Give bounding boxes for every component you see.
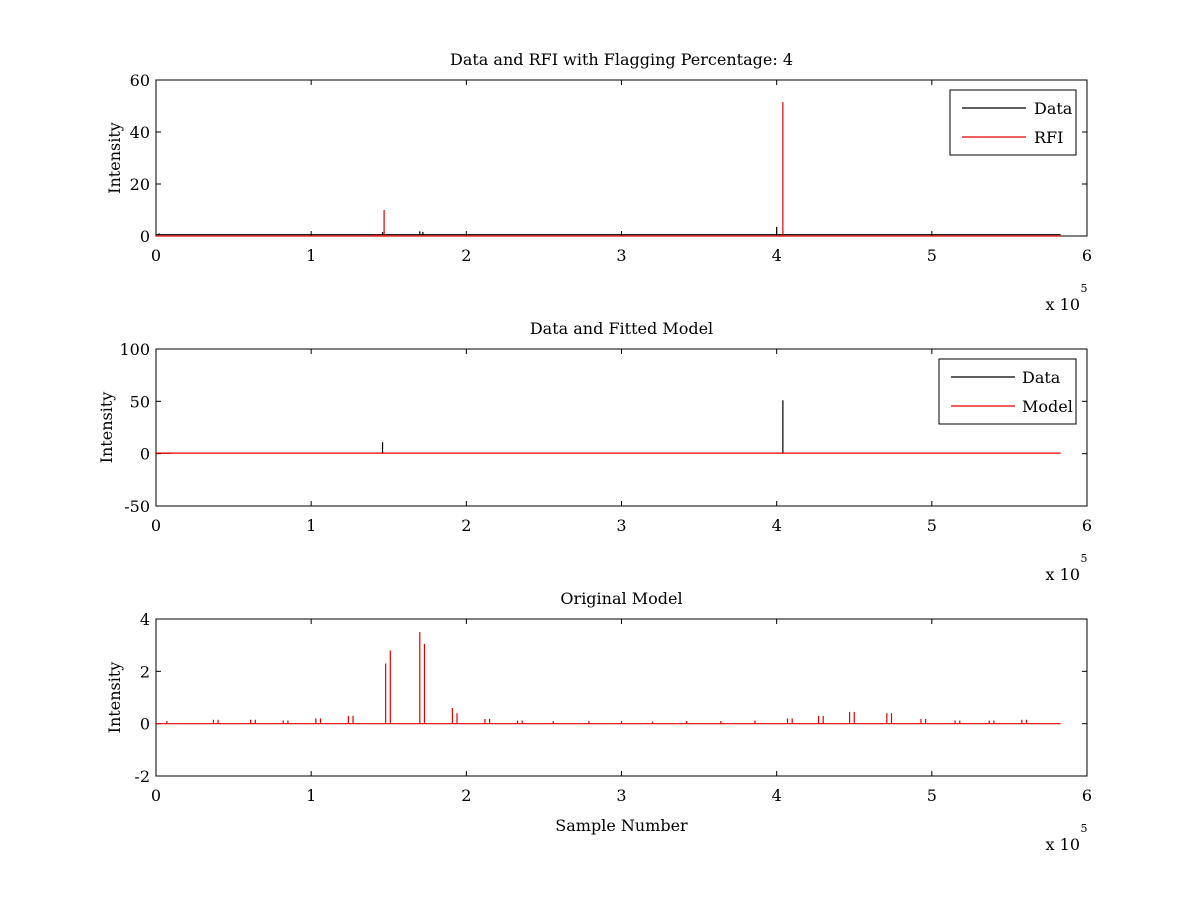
x-tick-label: 3	[616, 786, 626, 805]
x-tick-label: 1	[306, 246, 316, 265]
x-tick-label: 3	[616, 516, 626, 535]
legend-label: Data	[1034, 99, 1073, 118]
x-scale-exponent: 5	[1081, 552, 1088, 565]
y-tick-label: 0	[140, 445, 150, 464]
x-tick-label: 3	[616, 246, 626, 265]
x-scale-multiplier: x 10	[1046, 835, 1080, 854]
x-tick-label: 5	[927, 246, 937, 265]
legend-box	[938, 358, 1077, 425]
y-tick-label: 60	[130, 71, 150, 90]
x-tick-label: 0	[151, 246, 161, 265]
subplot-1: Data and RFI with Flagging Percentage: 4…	[105, 50, 1092, 314]
legend-label: Data	[1022, 368, 1061, 387]
y-tick-label: 0	[140, 227, 150, 246]
x-tick-label: 6	[1082, 516, 1092, 535]
chart-title: Data and Fitted Model	[530, 319, 713, 338]
x-tick-label: 4	[772, 786, 782, 805]
y-tick-label: 4	[140, 610, 150, 629]
legend-label: Model	[1022, 397, 1073, 416]
x-scale-exponent: 5	[1081, 282, 1088, 295]
legend-box	[949, 89, 1077, 156]
series-rfi	[156, 102, 1061, 237]
y-tick-label: 20	[130, 175, 150, 194]
y-axis-label: Intensity	[105, 662, 124, 734]
y-tick-label: 2	[140, 662, 150, 681]
x-scale-multiplier: x 10	[1046, 565, 1080, 584]
x-tick-label: 1	[306, 786, 316, 805]
legend: Data RFI	[949, 89, 1077, 156]
x-tick-label: 6	[1082, 786, 1092, 805]
y-tick-label: 40	[130, 123, 150, 142]
plot-area	[155, 618, 1088, 777]
x-tick-label: 0	[151, 786, 161, 805]
y-tick-label: -2	[134, 767, 150, 786]
x-axis-label: Sample Number	[555, 816, 688, 835]
legend: Data Model	[938, 358, 1077, 425]
y-tick-label: 100	[119, 340, 150, 359]
x-scale-exponent: 5	[1081, 822, 1088, 835]
y-tick-label: -50	[124, 497, 150, 516]
y-axis-label: Intensity	[105, 122, 124, 194]
x-scale-multiplier: x 10	[1046, 295, 1080, 314]
chart-title: Original Model	[560, 589, 682, 608]
x-tick-label: 2	[461, 786, 471, 805]
plot-area	[155, 348, 1088, 507]
x-tick-label: 0	[151, 516, 161, 535]
x-tick-label: 5	[927, 516, 937, 535]
series-data	[156, 226, 1061, 236]
x-tick-label: 2	[461, 246, 471, 265]
y-tick-label: 50	[130, 392, 150, 411]
x-tick-label: 5	[927, 786, 937, 805]
chart-title: Data and RFI with Flagging Percentage: 4	[450, 50, 793, 69]
x-tick-label: 1	[306, 516, 316, 535]
x-tick-label: 4	[772, 516, 782, 535]
x-tick-label: 6	[1082, 246, 1092, 265]
x-tick-label: 4	[772, 246, 782, 265]
y-tick-label: 0	[140, 715, 150, 734]
x-tick-label: 2	[461, 516, 471, 535]
series-model-values	[156, 632, 1061, 725]
plot-area	[155, 79, 1088, 237]
legend-label: RFI	[1034, 128, 1063, 147]
y-axis-label: Intensity	[97, 392, 116, 464]
